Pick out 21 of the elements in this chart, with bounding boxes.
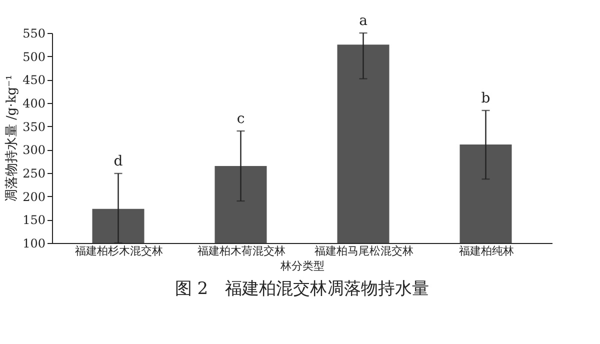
- y-tick-label: 400: [22, 96, 46, 110]
- annotation: d: [114, 153, 123, 170]
- y-tick-label: 350: [22, 120, 46, 134]
- text: 图 2 福建柏混交林凋落物持水量: [174, 279, 430, 299]
- y-tick-label: 150: [22, 213, 46, 228]
- y-tick-label: 300: [22, 143, 46, 158]
- y-tick-label: 550: [22, 26, 46, 40]
- x-tick-label: 福建柏杉木混交林: [74, 244, 163, 258]
- annotation: b: [481, 90, 490, 106]
- y-tick-label: 250: [22, 166, 46, 180]
- y-tick-label: 100: [22, 236, 46, 250]
- y-axis-title: 凋落物持水量 /g·kg⁻¹: [4, 74, 20, 202]
- y-tick-label: 200: [22, 190, 46, 204]
- y-tick-label: 500: [22, 50, 46, 64]
- x-axis-title: 林分类型: [280, 260, 324, 272]
- x-tick-label: 福建柏纯林: [458, 244, 514, 258]
- x-tick-label: 福建柏木荷混交林: [197, 244, 286, 258]
- x-tick-label: 福建柏马尾松混交林: [314, 244, 414, 258]
- annotation: c: [236, 111, 245, 127]
- annotation: a: [359, 13, 368, 29]
- y-tick-label: 450: [22, 73, 46, 88]
